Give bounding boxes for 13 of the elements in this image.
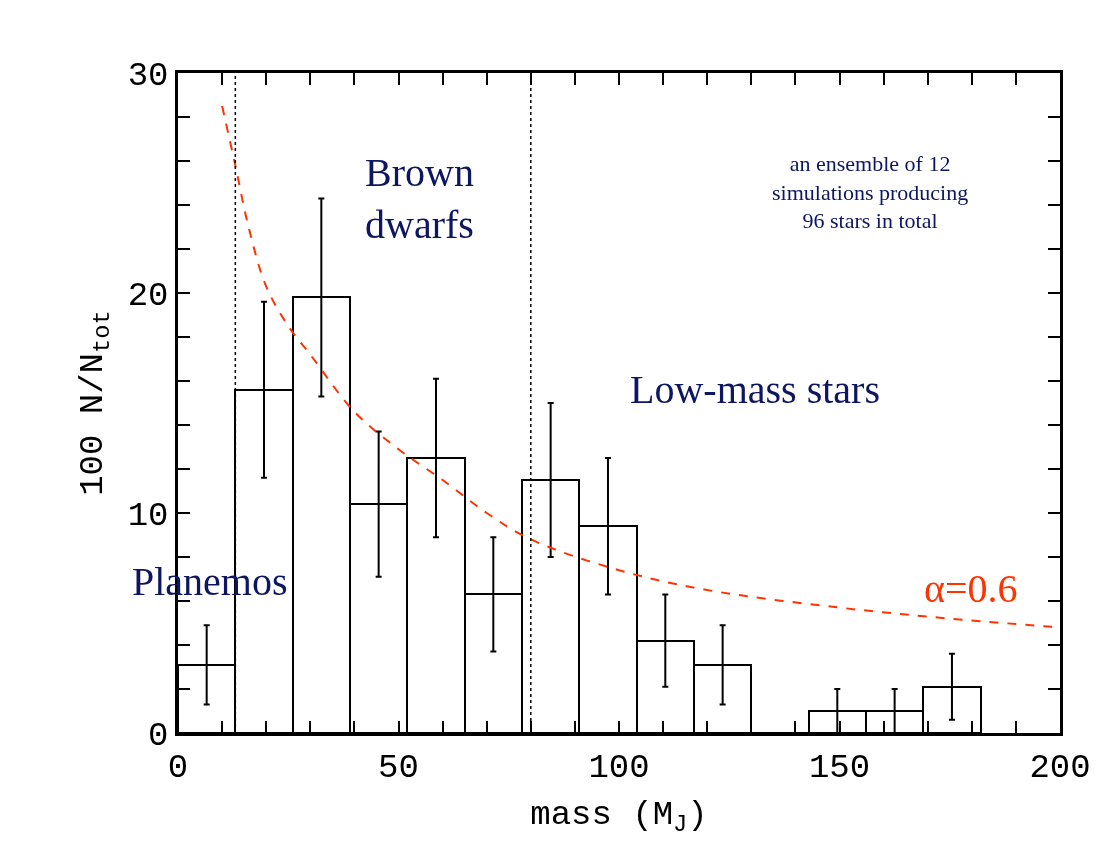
y-tick-label: 20 (127, 276, 169, 315)
y-tick-label: 0 (148, 716, 169, 755)
x-tick-label: 200 (1029, 748, 1091, 787)
x-axis-title: mass (M$_{J}$) (530, 795, 708, 838)
annotation: an ensemble of 12 simulations producing 96 stars in total (772, 151, 969, 234)
x-tick-label: 100 (588, 748, 650, 787)
annotation: Brown dwarfs (365, 150, 474, 247)
y-tick-label: 30 (127, 56, 169, 95)
annotation: Low-mass stars (630, 367, 880, 412)
x-tick-label: 50 (378, 748, 419, 787)
y-tick-label: 10 (127, 496, 169, 535)
x-tick-label: 150 (808, 748, 871, 787)
series-label: α=0.6 (924, 566, 1018, 611)
